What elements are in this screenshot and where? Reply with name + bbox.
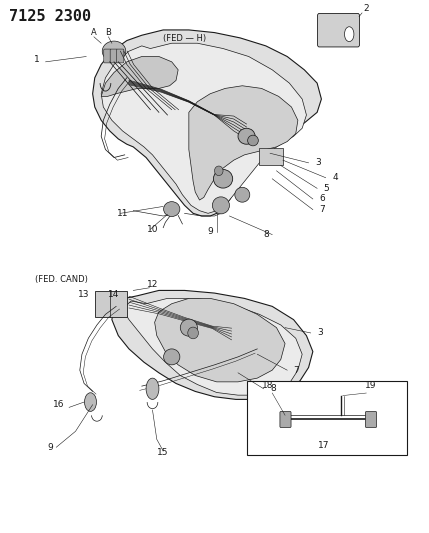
FancyBboxPatch shape <box>104 49 111 63</box>
Polygon shape <box>101 56 178 96</box>
Ellipse shape <box>85 393 97 411</box>
Ellipse shape <box>214 169 233 188</box>
Text: 17: 17 <box>318 441 329 450</box>
Ellipse shape <box>146 378 159 399</box>
Text: 5: 5 <box>323 184 329 193</box>
Text: 8: 8 <box>263 230 269 239</box>
FancyBboxPatch shape <box>317 13 360 47</box>
Text: 2: 2 <box>363 4 369 13</box>
Text: 18: 18 <box>262 381 274 390</box>
Text: 16: 16 <box>53 400 64 409</box>
FancyBboxPatch shape <box>95 292 127 317</box>
Text: 6: 6 <box>319 195 325 204</box>
Ellipse shape <box>188 327 199 339</box>
Ellipse shape <box>238 128 255 144</box>
Ellipse shape <box>214 166 223 175</box>
Ellipse shape <box>163 349 180 365</box>
Text: 3: 3 <box>317 328 323 337</box>
Text: 15: 15 <box>157 448 169 457</box>
Text: (FED. CAND): (FED. CAND) <box>35 276 88 285</box>
Polygon shape <box>93 30 321 216</box>
Ellipse shape <box>163 201 180 216</box>
FancyBboxPatch shape <box>366 411 377 427</box>
Text: 12: 12 <box>147 280 158 289</box>
Text: 11: 11 <box>117 209 128 218</box>
Text: 13: 13 <box>79 290 90 299</box>
Polygon shape <box>112 290 313 399</box>
FancyBboxPatch shape <box>117 49 124 63</box>
FancyBboxPatch shape <box>280 411 291 427</box>
Ellipse shape <box>212 197 230 214</box>
Text: 9: 9 <box>47 443 53 452</box>
Text: 4: 4 <box>332 173 338 182</box>
FancyBboxPatch shape <box>247 381 407 455</box>
FancyBboxPatch shape <box>110 49 118 63</box>
Polygon shape <box>154 298 285 382</box>
Ellipse shape <box>248 135 258 146</box>
Text: (FED — H): (FED — H) <box>163 34 206 43</box>
Text: B: B <box>106 28 112 37</box>
Text: 7: 7 <box>319 205 325 214</box>
Text: 7125 2300: 7125 2300 <box>9 9 91 23</box>
Text: 8: 8 <box>270 384 276 393</box>
Ellipse shape <box>180 319 197 336</box>
Polygon shape <box>101 43 306 213</box>
Text: 9: 9 <box>207 228 213 237</box>
Polygon shape <box>123 298 302 395</box>
FancyBboxPatch shape <box>260 149 283 165</box>
Text: 3: 3 <box>315 158 321 167</box>
Text: 1: 1 <box>34 55 40 64</box>
Ellipse shape <box>102 41 126 61</box>
Text: 10: 10 <box>147 225 158 234</box>
Text: 19: 19 <box>365 381 376 390</box>
Text: 14: 14 <box>109 290 120 299</box>
Polygon shape <box>189 86 298 200</box>
Text: 7: 7 <box>293 366 299 375</box>
Text: A: A <box>91 28 97 37</box>
Ellipse shape <box>344 27 354 42</box>
Ellipse shape <box>235 187 250 202</box>
